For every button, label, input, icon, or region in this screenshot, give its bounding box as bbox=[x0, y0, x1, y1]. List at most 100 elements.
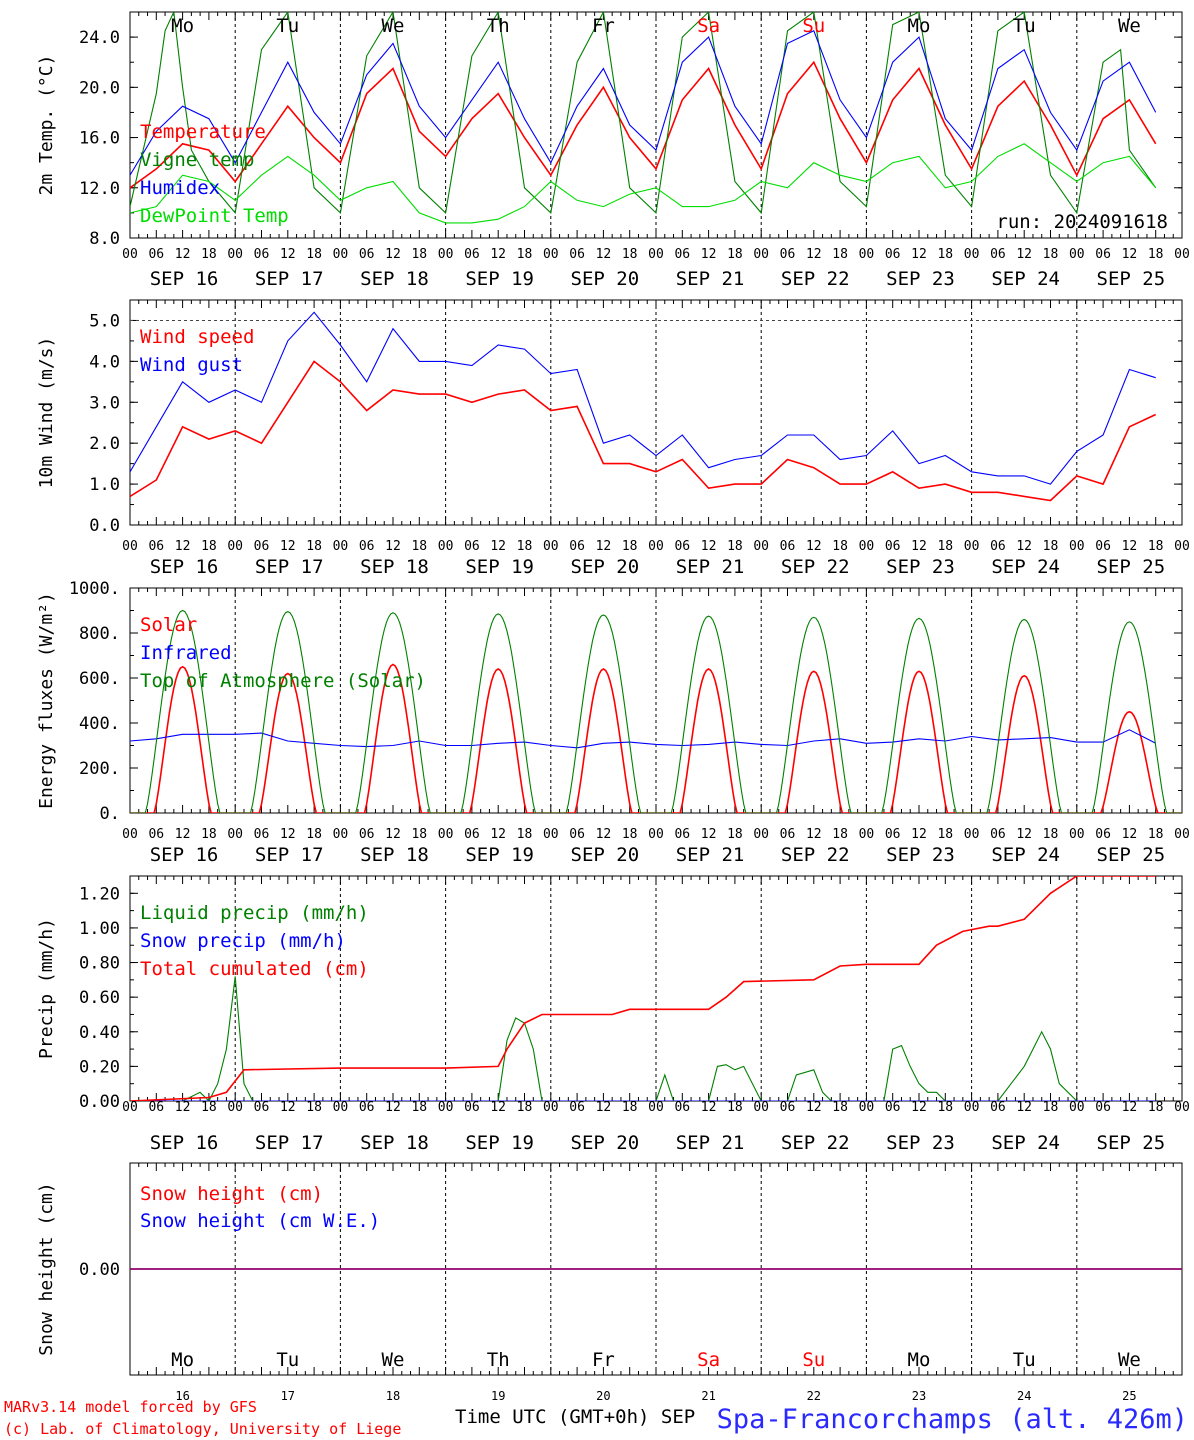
hour-tick-label: 18 bbox=[832, 247, 848, 262]
hour-tick-label: 00 bbox=[438, 1100, 454, 1115]
y-tick-label: 0. bbox=[100, 804, 120, 824]
weekday-label: Fr bbox=[592, 1349, 615, 1371]
hour-tick-label: 12 bbox=[280, 247, 296, 262]
date-label: SEP 19 bbox=[465, 268, 534, 290]
y-tick-label: 16.0 bbox=[79, 129, 120, 149]
legend-entry: Humidex bbox=[140, 177, 220, 199]
hour-tick-label: 12 bbox=[385, 539, 401, 554]
hour-tick-label: 06 bbox=[780, 1100, 796, 1115]
day-number: 18 bbox=[386, 1389, 400, 1403]
date-label: SEP 18 bbox=[360, 556, 429, 578]
legend-entry: Total cumulated (cm) bbox=[140, 958, 369, 980]
hour-tick-label: 00 bbox=[964, 539, 980, 554]
hour-tick-label: 00 bbox=[543, 247, 559, 262]
weekday-label: Th bbox=[487, 15, 510, 37]
legend-entry: Infrared bbox=[140, 642, 232, 664]
hour-tick-label: 12 bbox=[490, 1100, 506, 1115]
hour-tick-label: 18 bbox=[306, 1100, 322, 1115]
hour-tick-label: 00 bbox=[859, 1100, 875, 1115]
y-tick-label: 5.0 bbox=[89, 311, 120, 331]
date-label: SEP 22 bbox=[781, 556, 850, 578]
hour-tick-label: 06 bbox=[359, 827, 375, 842]
hour-tick-label: 06 bbox=[254, 247, 270, 262]
date-label: SEP 22 bbox=[781, 844, 850, 866]
y-tick-label: 20.0 bbox=[79, 78, 120, 98]
date-label: SEP 24 bbox=[991, 1132, 1060, 1154]
weekday-label: Tu bbox=[276, 15, 299, 37]
date-label: SEP 16 bbox=[150, 1132, 219, 1154]
date-label: SEP 18 bbox=[360, 1132, 429, 1154]
hour-tick-label: 06 bbox=[569, 1100, 585, 1115]
hour-tick-label: 06 bbox=[674, 247, 690, 262]
hour-tick-label: 18 bbox=[832, 1100, 848, 1115]
weekday-label: Mo bbox=[908, 15, 931, 37]
hour-tick-label: 00 bbox=[122, 247, 138, 262]
hour-tick-label: 12 bbox=[175, 539, 191, 554]
date-label: SEP 25 bbox=[1097, 556, 1166, 578]
y-tick-label: 0.40 bbox=[79, 1023, 120, 1043]
panel-2: 0.0 1.0 2.0 3.0 4.0 5.0 10m Wind (m/s) Wind spe… bbox=[36, 299, 1190, 578]
y-tick-label: 0.80 bbox=[79, 954, 120, 974]
day-number: 16 bbox=[175, 1389, 189, 1403]
date-label: SEP 23 bbox=[886, 1132, 955, 1154]
day-number: 22 bbox=[807, 1389, 821, 1403]
legend-entry: Vigne temp bbox=[140, 149, 254, 171]
hour-tick-label: 12 bbox=[701, 1100, 717, 1115]
hour-tick-label: 12 bbox=[1016, 1100, 1032, 1115]
hour-tick-label: 06 bbox=[254, 539, 270, 554]
hour-tick-label: 00 bbox=[122, 827, 138, 842]
hour-tick-label: 00 bbox=[227, 1100, 243, 1115]
hour-tick-label: 12 bbox=[385, 827, 401, 842]
legend-entry: Snow precip (mm/h) bbox=[140, 930, 346, 952]
hour-tick-label: 06 bbox=[464, 827, 480, 842]
weekday-label: Tu bbox=[276, 1349, 299, 1371]
station-title: Spa-Francorchamps (alt. 426m) bbox=[717, 1404, 1188, 1435]
hour-tick-label: 00 bbox=[753, 539, 769, 554]
hour-tick-label: 00 bbox=[1174, 1100, 1190, 1115]
hour-tick-label: 12 bbox=[701, 539, 717, 554]
hour-tick-label: 12 bbox=[1016, 539, 1032, 554]
y-tick-label: 400. bbox=[79, 714, 120, 734]
y-tick-label: 0.20 bbox=[79, 1057, 120, 1077]
y-axis-label: Precip (mm/h) bbox=[36, 918, 57, 1059]
hour-tick-label: 18 bbox=[727, 1100, 743, 1115]
weekday-label: Th bbox=[487, 1349, 510, 1371]
hour-tick-label: 00 bbox=[438, 539, 454, 554]
series-solar bbox=[130, 663, 1182, 813]
hour-tick-label: 12 bbox=[175, 1100, 191, 1115]
hour-tick-label: 18 bbox=[201, 827, 217, 842]
series-humidex bbox=[130, 30, 1157, 176]
hour-tick-label: 18 bbox=[622, 247, 638, 262]
y-tick-label: 1.0 bbox=[89, 475, 120, 495]
legend-entry: Liquid precip (mm/h) bbox=[140, 902, 369, 924]
hour-tick-label: 12 bbox=[806, 827, 822, 842]
series-total-cumulated-cm bbox=[130, 876, 1156, 1101]
hour-tick-label: 06 bbox=[780, 539, 796, 554]
hour-tick-label: 00 bbox=[859, 247, 875, 262]
y-tick-label: 0.00 bbox=[79, 1092, 120, 1112]
weekday-label: Mo bbox=[171, 15, 194, 37]
hour-tick-label: 00 bbox=[753, 827, 769, 842]
hour-tick-label: 00 bbox=[227, 247, 243, 262]
hour-tick-label: 06 bbox=[990, 827, 1006, 842]
date-label: SEP 25 bbox=[1097, 1132, 1166, 1154]
hour-tick-label: 18 bbox=[1148, 1100, 1164, 1115]
hour-tick-label: 00 bbox=[227, 539, 243, 554]
hour-tick-label: 06 bbox=[1095, 827, 1111, 842]
hour-tick-label: 00 bbox=[543, 1100, 559, 1115]
hour-tick-label: 06 bbox=[885, 247, 901, 262]
hour-tick-label: 00 bbox=[333, 1100, 349, 1115]
hour-tick-label: 12 bbox=[1122, 1100, 1138, 1115]
hour-tick-label: 00 bbox=[543, 827, 559, 842]
date-label: SEP 20 bbox=[571, 556, 640, 578]
hour-tick-label: 18 bbox=[411, 539, 427, 554]
series-group bbox=[130, 609, 1182, 813]
date-label: SEP 18 bbox=[360, 268, 429, 290]
hour-tick-label: 18 bbox=[411, 1100, 427, 1115]
hour-tick-label: 12 bbox=[806, 1100, 822, 1115]
hour-tick-label: 12 bbox=[1016, 247, 1032, 262]
hour-tick-label: 18 bbox=[306, 539, 322, 554]
series-infrared bbox=[130, 729, 1156, 749]
hour-tick-label: 18 bbox=[1148, 539, 1164, 554]
